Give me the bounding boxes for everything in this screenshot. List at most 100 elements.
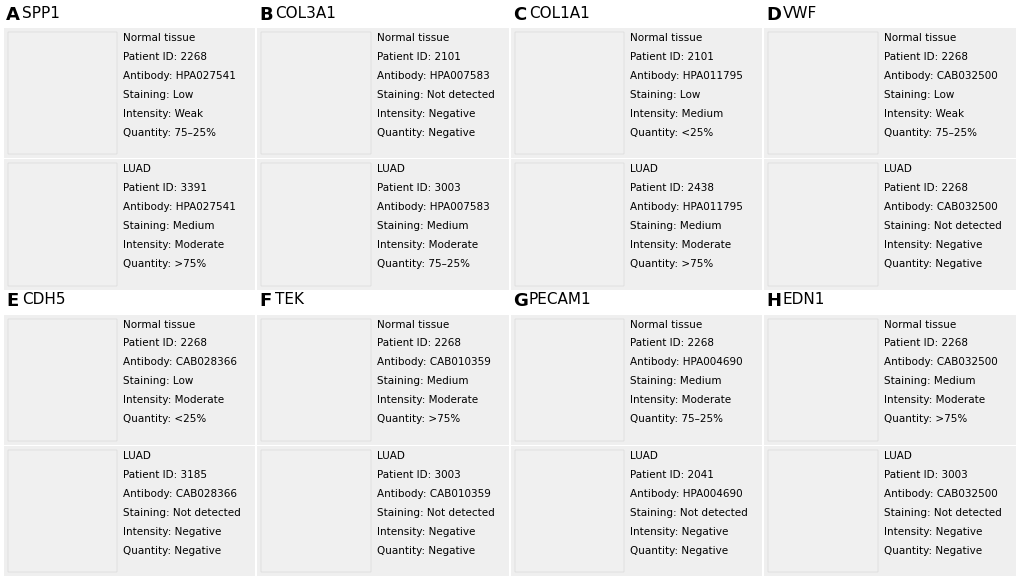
Text: Normal tissue: Normal tissue [882,33,955,43]
Text: Quantity: 75–25%: Quantity: 75–25% [376,259,469,269]
Bar [515,318,624,441]
Bar [515,32,624,154]
Text: Patient ID: 3391: Patient ID: 3391 [123,183,207,193]
Text: LUAD: LUAD [123,451,151,461]
Text: Quantity: <25%: Quantity: <25% [123,414,206,424]
Text: Patient ID: 2268: Patient ID: 2268 [376,339,461,349]
Text: COL3A1: COL3A1 [275,6,336,21]
Text: Quantity: Negative: Quantity: Negative [630,546,728,555]
Text: Intensity: Negative: Intensity: Negative [376,109,475,119]
Text: Intensity: Negative: Intensity: Negative [882,526,981,537]
Text: CDH5: CDH5 [22,292,65,307]
Text: Quantity: Negative: Quantity: Negative [376,546,474,555]
Text: Staining: Not detected: Staining: Not detected [882,221,1001,231]
Bar [261,32,370,154]
Text: Patient ID: 2101: Patient ID: 2101 [630,52,713,62]
Bar [511,446,762,576]
Text: Intensity: Negative: Intensity: Negative [882,240,981,250]
Bar [764,314,1015,444]
Text: Quantity: Negative: Quantity: Negative [376,128,474,138]
Text: Patient ID: 2268: Patient ID: 2268 [630,339,713,349]
Text: LUAD: LUAD [630,451,657,461]
Text: Staining: Medium: Staining: Medium [630,221,721,231]
Text: Staining: Low: Staining: Low [123,90,194,100]
Text: Staining: Low: Staining: Low [123,376,194,386]
Text: LUAD: LUAD [630,164,657,174]
Text: Patient ID: 3003: Patient ID: 3003 [376,469,460,480]
Text: COL1A1: COL1A1 [529,6,589,21]
Text: Intensity: Negative: Intensity: Negative [123,526,221,537]
Text: Quantity: 75–25%: Quantity: 75–25% [123,128,216,138]
Text: Quantity: Negative: Quantity: Negative [123,546,221,555]
Bar [8,32,117,154]
Text: H: H [765,292,781,310]
Text: G: G [513,292,528,310]
Text: Patient ID: 3003: Patient ID: 3003 [882,469,966,480]
Text: Antibody: HPA027541: Antibody: HPA027541 [123,202,235,212]
Text: Patient ID: 3185: Patient ID: 3185 [123,469,207,480]
Text: Staining: Not detected: Staining: Not detected [882,508,1001,518]
Text: Staining: Medium: Staining: Medium [630,376,721,386]
Text: Intensity: Weak: Intensity: Weak [123,109,203,119]
Bar [261,318,370,441]
Text: LUAD: LUAD [123,164,151,174]
Text: Normal tissue: Normal tissue [630,320,702,329]
Text: Staining: Medium: Staining: Medium [376,221,468,231]
Text: LUAD: LUAD [882,451,911,461]
Text: Intensity: Moderate: Intensity: Moderate [123,240,224,250]
Text: TEK: TEK [275,292,305,307]
Bar [257,28,508,158]
Bar [261,450,370,572]
Text: Intensity: Moderate: Intensity: Moderate [630,395,731,406]
Text: F: F [259,292,271,310]
Bar [257,446,508,576]
Bar [767,32,876,154]
Text: Quantity: 75–25%: Quantity: 75–25% [882,128,976,138]
Text: LUAD: LUAD [376,164,405,174]
Text: Normal tissue: Normal tissue [630,33,702,43]
Bar [767,163,876,285]
Text: Antibody: CAB010359: Antibody: CAB010359 [376,357,490,367]
Text: Staining: Medium: Staining: Medium [123,221,214,231]
Text: Staining: Not detected: Staining: Not detected [376,508,494,518]
Bar [767,318,876,441]
Text: Antibody: HPA007583: Antibody: HPA007583 [376,202,489,212]
Text: Antibody: CAB028366: Antibody: CAB028366 [123,489,237,498]
Text: Antibody: CAB032500: Antibody: CAB032500 [882,357,997,367]
Text: Antibody: CAB032500: Antibody: CAB032500 [882,489,997,498]
Text: E: E [6,292,18,310]
Text: Antibody: CAB032500: Antibody: CAB032500 [882,202,997,212]
Text: Intensity: Moderate: Intensity: Moderate [376,395,477,406]
Text: Antibody: HPA004690: Antibody: HPA004690 [630,357,742,367]
Bar [4,446,255,576]
Text: Normal tissue: Normal tissue [376,320,448,329]
Text: Staining: Not detected: Staining: Not detected [630,508,747,518]
Text: Antibody: HPA011795: Antibody: HPA011795 [630,202,742,212]
Text: Intensity: Moderate: Intensity: Moderate [882,395,983,406]
Text: Staining: Low: Staining: Low [630,90,700,100]
Text: Quantity: >75%: Quantity: >75% [630,259,712,269]
Text: Staining: Not detected: Staining: Not detected [376,90,494,100]
Bar [4,314,255,444]
Text: EDN1: EDN1 [782,292,824,307]
Bar [511,314,762,444]
Text: Staining: Low: Staining: Low [882,90,953,100]
Bar [511,28,762,158]
Bar [8,318,117,441]
Bar [764,159,1015,289]
Bar [764,28,1015,158]
Text: Quantity: 75–25%: Quantity: 75–25% [630,414,722,424]
Bar [767,450,876,572]
Text: Quantity: >75%: Quantity: >75% [376,414,460,424]
Text: Antibody: HPA011795: Antibody: HPA011795 [630,71,742,81]
Text: C: C [513,6,526,24]
Bar [8,450,117,572]
Text: Normal tissue: Normal tissue [882,320,955,329]
Bar [257,159,508,289]
Text: Staining: Not detected: Staining: Not detected [123,508,240,518]
Text: Staining: Medium: Staining: Medium [376,376,468,386]
Text: B: B [259,6,273,24]
Text: Intensity: Weak: Intensity: Weak [882,109,963,119]
Text: Patient ID: 2041: Patient ID: 2041 [630,469,713,480]
Text: Antibody: HPA007583: Antibody: HPA007583 [376,71,489,81]
